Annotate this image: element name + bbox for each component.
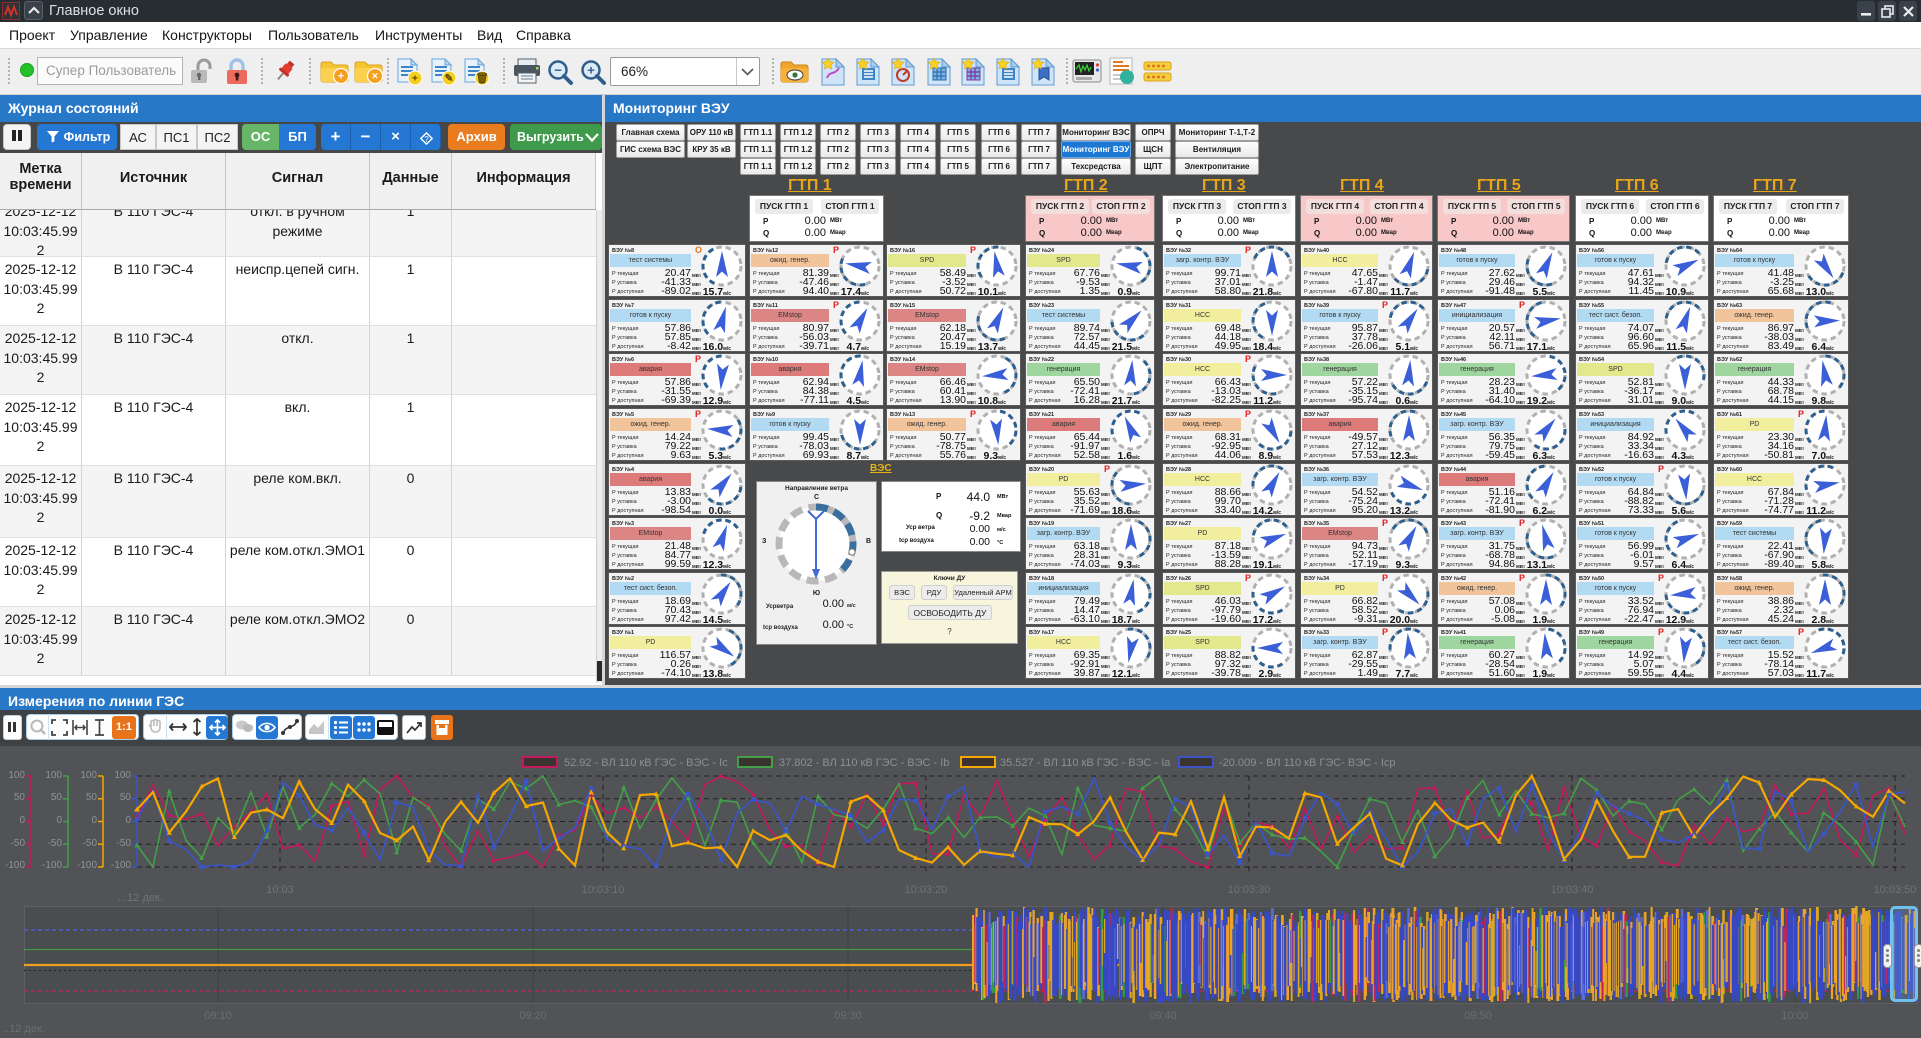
svg-text:🗑: 🗑: [475, 72, 488, 85]
svg-text:+: +: [412, 73, 418, 85]
svg-text:−: −: [554, 63, 562, 78]
svg-text:×: ×: [372, 71, 378, 83]
svg-text:+: +: [587, 63, 595, 78]
svg-text:+: +: [338, 71, 344, 83]
svg-text:✎: ✎: [445, 73, 454, 85]
svg-text:?: ?: [424, 135, 429, 144]
